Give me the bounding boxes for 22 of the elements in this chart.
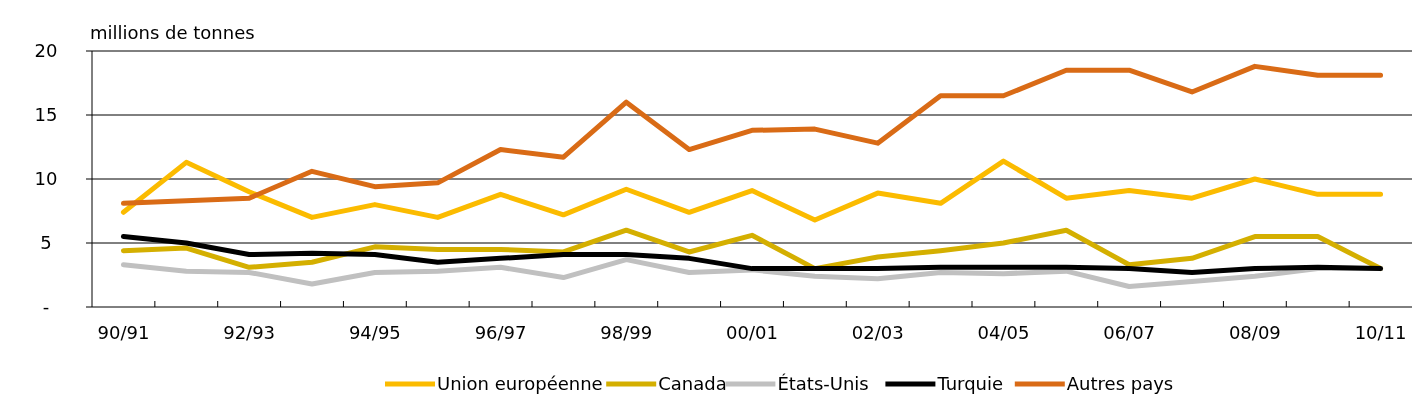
y-tick-label: 15 [34,104,58,126]
x-tick-label: 92/93 [223,322,276,343]
y-tick-label: - [42,296,50,318]
x-tick-label: 02/03 [851,322,904,343]
x-tick-label: 00/01 [726,322,778,343]
x-tick-label: 04/05 [977,322,1030,343]
x-tick-label: 10/11 [1354,322,1407,343]
y-tick-label: 10 [34,168,58,190]
x-tick-label: 08/09 [1228,322,1281,343]
x-tick-label: 98/99 [600,322,653,343]
legend-label: Union européenne [437,373,603,395]
x-tick-label: 06/07 [1103,322,1156,343]
legend-label: Turquie [936,373,1004,395]
y-tick-label: 5 [40,232,52,254]
legend-label: Autres pays [1066,373,1174,395]
legend-label: États-Unis [777,373,869,395]
y-axis-title: millions de tonnes [90,22,255,43]
x-tick-label: 96/97 [474,322,527,343]
x-tick-label: 94/95 [348,322,401,343]
legend-label: Canada [658,373,727,395]
y-tick-label: 20 [34,40,58,62]
x-tick-label: 90/91 [97,322,150,343]
